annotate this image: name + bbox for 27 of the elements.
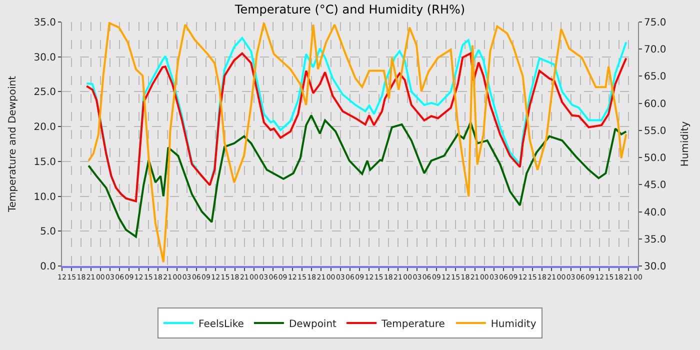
- y-tick-label: 15.0: [34, 156, 56, 168]
- y-tick-label: 5.0: [40, 226, 56, 238]
- y-tick-label: 0.0: [40, 262, 56, 272]
- legend-label: FeelsLike: [198, 318, 244, 330]
- y2-tick-label: 75.0: [644, 18, 666, 28]
- legend-label: Temperature: [380, 318, 445, 330]
- y2-tick-label: 30.0: [644, 262, 666, 272]
- y2-tick-label: 55.0: [644, 126, 666, 137]
- y2-tick-label: 40.0: [644, 207, 666, 218]
- legend-label: Dewpoint: [288, 318, 337, 330]
- chart-title: Temperature (°C) and Humidity (RH%): [234, 2, 466, 17]
- legend-label: Humidity: [490, 318, 536, 330]
- y2-axis-title: Humidity: [680, 121, 691, 167]
- line-series: [88, 114, 628, 238]
- y2-tick-label: 45.0: [644, 180, 666, 192]
- y-tick-label: 35.0: [34, 18, 56, 28]
- y2-tick-label: 70.0: [644, 44, 666, 56]
- y2-tick-label: 65.0: [644, 72, 666, 83]
- y-tick-label: 10.0: [34, 192, 56, 203]
- y-tick-label: 30.0: [34, 52, 56, 64]
- y-tick-label: 20.0: [34, 122, 56, 134]
- y2-tick-label: 35.0: [644, 234, 666, 246]
- y2-tick-label: 60.0: [644, 98, 666, 110]
- y2-tick-label: 50.0: [644, 153, 666, 164]
- line-series: [88, 22, 628, 264]
- y-axis-title: Temperature and Dewpoint: [8, 76, 19, 214]
- y-tick-label: 25.0: [34, 87, 56, 98]
